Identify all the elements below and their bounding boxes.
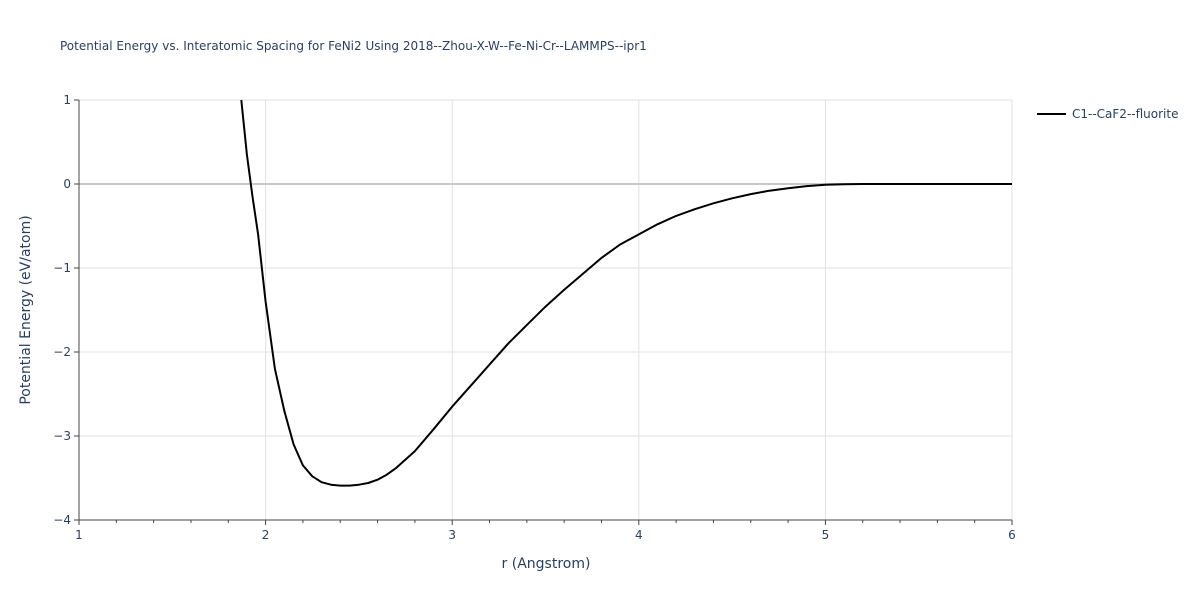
x-axis-title: r (Angstrom) (502, 556, 591, 572)
x-tick-label: 1 (75, 528, 83, 542)
tick-labels: 1 2 3 4 5 6 1 0 −1 −2 −3 −4 (53, 93, 1016, 542)
x-tick-label: 3 (448, 528, 456, 542)
y-tick-label: −1 (53, 261, 71, 275)
y-tick-label: 0 (63, 177, 71, 191)
x-tick-label: 6 (1008, 528, 1016, 542)
chart-title: Potential Energy vs. Interatomic Spacing… (60, 39, 647, 53)
axes (74, 99, 1013, 525)
y-tick-label: 1 (63, 93, 71, 107)
x-tick-label: 5 (822, 528, 830, 542)
plot-area (240, 99, 1012, 487)
y-axis-title: Potential Energy (eV/atom) (18, 215, 34, 404)
y-tick-label: −4 (53, 513, 71, 527)
legend: C1--CaF2--fluorite (1037, 107, 1178, 121)
y-tick-label: −3 (53, 429, 71, 443)
y-tick-label: −2 (53, 345, 71, 359)
x-tick-label: 4 (635, 528, 643, 542)
series-line (240, 99, 1012, 487)
grid (79, 99, 1013, 520)
x-tick-label: 2 (262, 528, 270, 542)
legend-label: C1--CaF2--fluorite (1072, 107, 1178, 121)
